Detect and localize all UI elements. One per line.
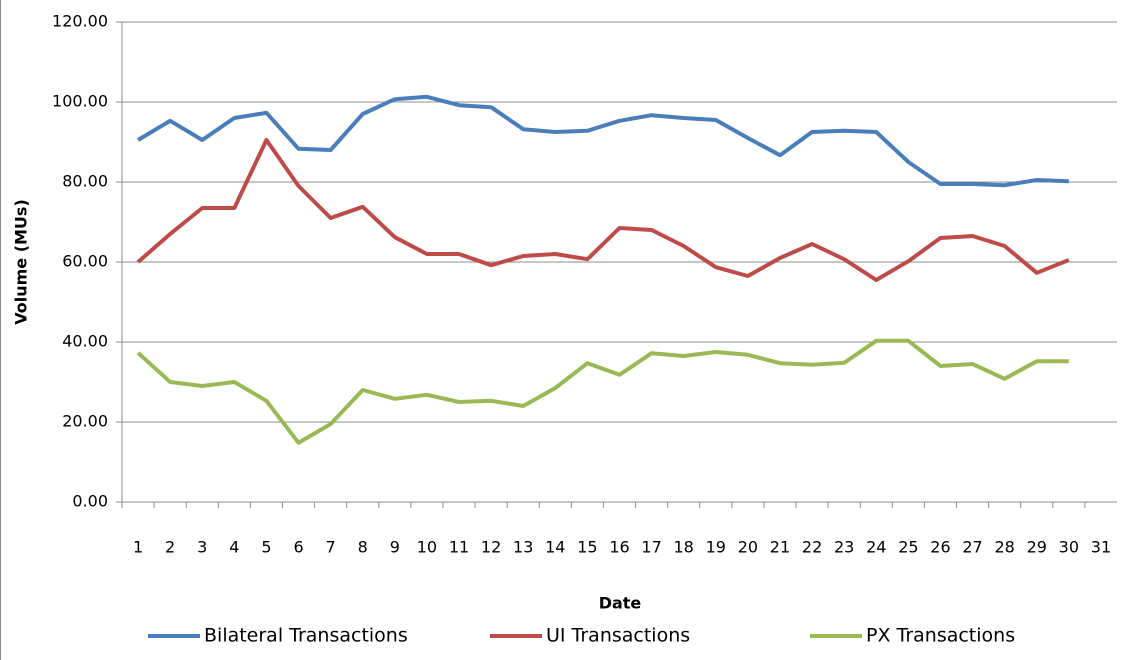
legend: Bilateral Transactions UI Transactions PX … <box>148 625 1015 647</box>
x-tick-label: 3 <box>197 538 207 557</box>
x-tick-label: 14 <box>545 538 565 557</box>
y-tick-label: 60.00 <box>62 252 108 271</box>
x-tick-label: 11 <box>449 538 469 557</box>
x-tick-label: 1 <box>133 538 143 557</box>
x-tick-label: 6 <box>293 538 303 557</box>
x-tick-label: 15 <box>577 538 597 557</box>
y-tick-label: 80.00 <box>62 172 108 191</box>
x-tick-label: 7 <box>326 538 336 557</box>
y-tick-label: 40.00 <box>62 332 108 351</box>
x-tick-label: 22 <box>802 538 822 557</box>
series-line <box>136 138 1070 282</box>
x-tick-label: 4 <box>229 538 239 557</box>
series-line <box>136 338 1069 445</box>
x-tick-label: 29 <box>1027 538 1047 557</box>
x-tick-label: 12 <box>481 538 501 557</box>
x-tick-label: 5 <box>261 538 271 557</box>
x-tick-label: 31 <box>1091 538 1111 557</box>
legend-label: PX Transactions <box>866 625 1015 647</box>
y-tick-label: 120.00 <box>52 12 108 31</box>
x-tick-label: 21 <box>770 538 790 557</box>
x-tick-label: 20 <box>738 538 758 557</box>
x-tick-label: 9 <box>390 538 400 557</box>
legend-label: UI Transactions <box>546 625 690 647</box>
x-tick-label: 26 <box>930 538 950 557</box>
x-tick-label: 23 <box>834 538 854 557</box>
y-axis-title: Volume (MUs) <box>12 199 31 325</box>
x-tick-label: 24 <box>866 538 886 557</box>
y-tick-label: 20.00 <box>62 412 108 431</box>
y-tick-label: 100.00 <box>52 92 108 111</box>
x-tick-label: 8 <box>358 538 368 557</box>
x-tick-label: 17 <box>641 538 661 557</box>
x-tick-label: 27 <box>962 538 982 557</box>
legend-label: Bilateral Transactions <box>204 625 408 647</box>
x-tick-label: 19 <box>706 538 726 557</box>
x-tick-label: 2 <box>165 538 175 557</box>
series-line <box>137 94 1069 188</box>
x-tick-label: 28 <box>994 538 1014 557</box>
x-tick-label: 13 <box>513 538 533 557</box>
x-tick-label: 10 <box>417 538 437 557</box>
y-tick-label: 0.00 <box>72 492 108 511</box>
x-tick-label: 16 <box>609 538 629 557</box>
x-axis-title: Date <box>599 594 642 613</box>
x-tick-label: 18 <box>674 538 694 557</box>
x-tick-label: 30 <box>1059 538 1079 557</box>
x-tick-label: 25 <box>898 538 918 557</box>
